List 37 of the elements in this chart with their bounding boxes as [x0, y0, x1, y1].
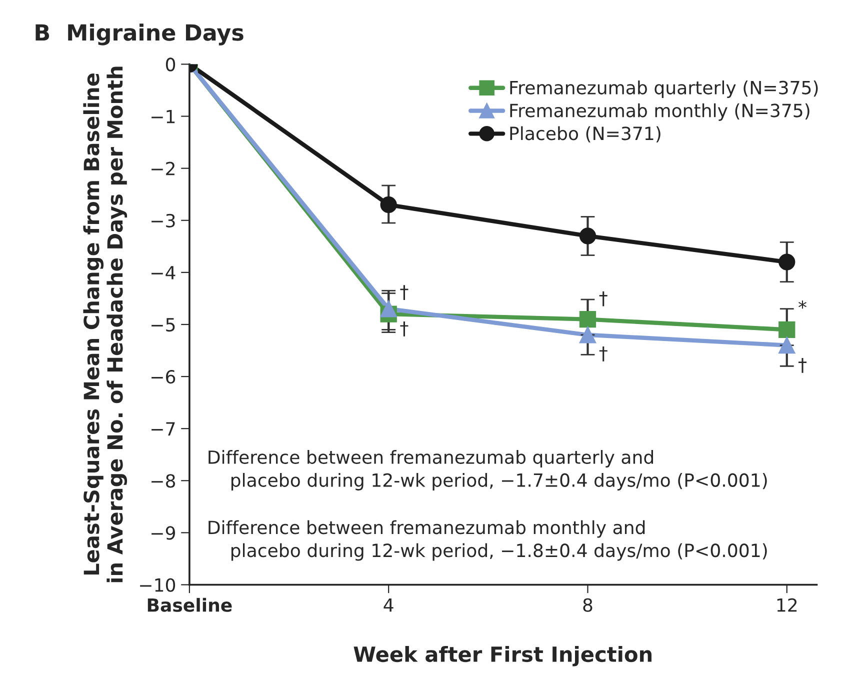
point [579, 310, 596, 328]
x-axis-title: Week after First Injection [354, 646, 652, 666]
legend-label: Fremanezumab quarterly (N=375) [510, 80, 818, 98]
y-tick-label: −1 [152, 110, 175, 124]
y-tick-label: −6 [152, 370, 176, 384]
annotation: Difference between fremanezumab monthly and placebo during 12-wk period, −1.8±0.4 days/mo (P<0.001) [208, 520, 767, 561]
annotation: † [599, 346, 608, 362]
y-tick-label: −10 [140, 578, 176, 592]
y-tick-label: 0 [166, 58, 176, 72]
x-tick-label: 12 [777, 598, 797, 612]
legend-label: Placebo (N=371) [510, 126, 660, 142]
point [380, 196, 397, 214]
y-tick-label: −2 [152, 162, 174, 176]
annotation: † [400, 322, 408, 336]
x-tick-label: 8 [583, 598, 592, 612]
annotation: Difference between fremanezumab quarterly and placebo during 12-wk period, −1.7±0.4 days/mo (P<0.001) [208, 450, 767, 490]
y-tick-label: −4 [152, 266, 176, 280]
point [579, 228, 596, 244]
annotation: * [798, 300, 806, 309]
y-tick-label: −9 [152, 526, 175, 540]
y-tick-label: −3 [152, 214, 175, 228]
annotation: † [798, 358, 807, 373]
x-tick-label: Baseline [148, 598, 232, 612]
y-tick-label: −5 [152, 318, 175, 332]
y-tick-label: −8 [152, 474, 176, 488]
x-tick-label: 4 [384, 598, 394, 612]
y-axis-title: Least-Squares Mean Change from Baseline in Average No. of Headache Days per Month [83, 66, 128, 582]
legend-label: Fremanezumab monthly (N=375) [510, 103, 810, 121]
y-tick-label: −7 [152, 422, 175, 436]
chart-title: B Migraine Days [36, 24, 244, 46]
annotation: † [400, 285, 408, 300]
point [778, 336, 796, 354]
point [778, 321, 796, 338]
point [778, 254, 796, 270]
point [579, 326, 596, 344]
annotation: † [599, 291, 608, 306]
point [380, 300, 397, 318]
